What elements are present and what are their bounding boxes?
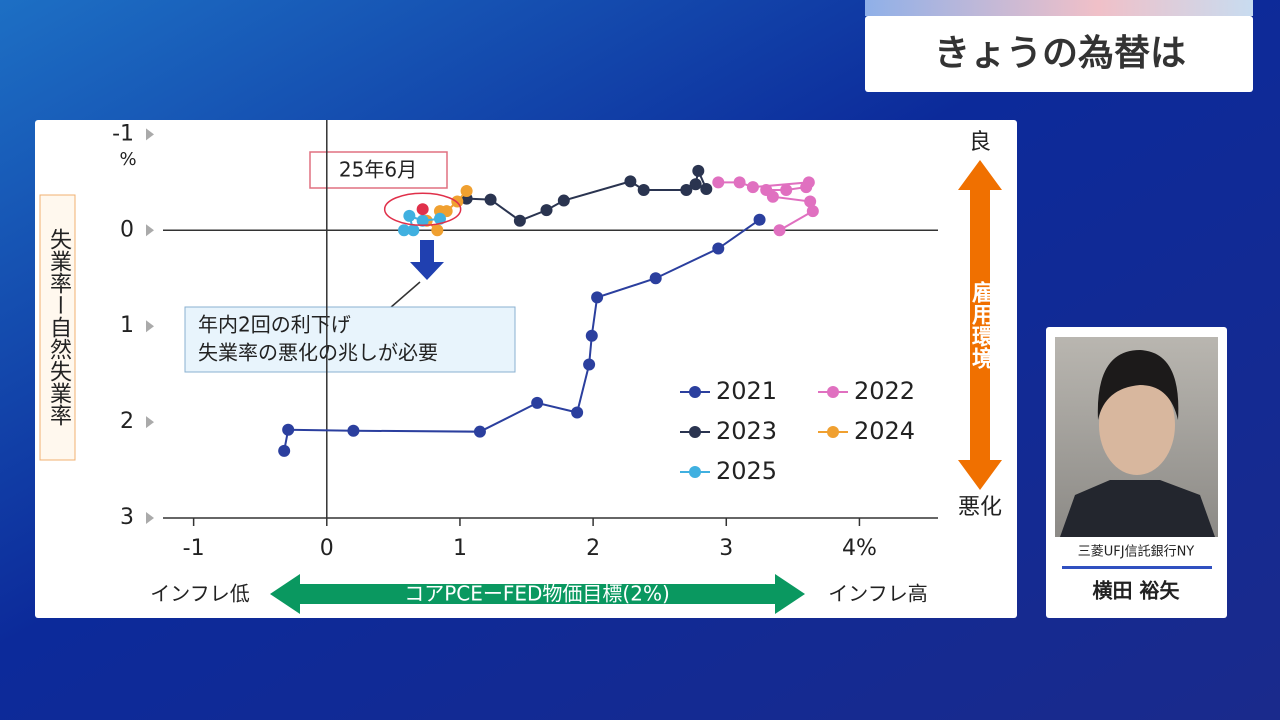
point [484,193,497,206]
point [692,164,705,177]
legend-dot [827,426,839,438]
person-rule [1062,566,1212,569]
x-tick-label: 1 [453,536,467,561]
point [753,213,766,226]
y-tick [146,128,154,141]
legend-label: 2022 [854,377,915,405]
point [571,406,584,419]
y-tick-label: 1 [120,313,134,338]
point [407,224,420,237]
point [802,176,815,189]
point [513,214,526,227]
point [416,214,429,227]
point [282,423,295,436]
point [540,204,553,217]
x-arrow [270,574,805,614]
point [649,272,662,285]
y-label-box [39,194,76,461]
point [460,184,473,197]
photo-hair [1097,350,1179,420]
point [773,224,786,237]
annotation-label: 25年6月 [339,158,417,182]
point [278,444,291,457]
y-tick-label: -1 [112,121,134,146]
point [624,175,637,188]
callout-box [184,306,516,373]
legend-dot [689,386,701,398]
x-tick-label: 2 [586,536,600,561]
point [780,184,793,197]
y-tick-label: 3 [120,505,134,530]
person-company: 三菱UFJ信託銀行NY [1078,544,1195,560]
annotation-ring [383,192,462,226]
point [403,209,416,222]
point [760,184,773,197]
callout-line: 失業率の悪化の兆しが必要 [198,341,438,365]
x-tick-label: -1 [183,536,205,561]
x-tick-label: 0 [320,536,334,561]
x-axis-label: コアPCEーFED物価目標(2%) [404,582,670,606]
legend-label: 2025 [716,457,777,485]
header-box [865,16,1253,92]
point [531,396,544,409]
legend-label: 2024 [854,417,915,445]
y-unit: % [119,149,136,170]
point [700,183,713,196]
point [733,176,746,189]
point [433,212,446,225]
x-right-label: インフレ高 [828,582,927,606]
point [591,291,604,304]
x-tick-label: 4% [842,536,877,561]
photo-body [1060,480,1215,537]
point [398,224,411,237]
point [689,178,702,191]
point [712,242,725,255]
person-name: 横田 裕矢 [1093,579,1181,603]
legend-label: 2021 [716,377,777,405]
y-tick [146,320,154,333]
photo-face [1099,375,1175,475]
point [746,181,759,194]
point [804,195,817,208]
point [680,184,693,197]
y-tick [146,416,154,429]
legend-label: 2023 [716,417,777,445]
down-arrow [410,240,444,280]
y-tick-label: 2 [120,409,134,434]
right-arrow [958,160,1002,490]
y-tick [146,224,154,237]
callout-pointer [389,281,421,309]
x-left-label: インフレ低 [150,582,249,606]
point [712,176,725,189]
point [431,224,444,237]
right-bottom-label: 悪化 [958,495,1002,520]
right-top-label: 良 [969,130,991,155]
point [557,194,570,207]
callout-line: 年内2回の利下げ [198,313,351,337]
x-tick-label: 3 [719,536,733,561]
legend-dot [827,386,839,398]
point [585,329,598,342]
y-tick-label: 0 [120,217,134,242]
legend-dot [689,466,701,478]
point [347,424,360,437]
annotation-point [416,203,429,216]
header-strip [865,0,1253,16]
series-line [283,218,761,452]
point [637,184,650,197]
y-tick [146,512,154,524]
header-title: きょうの為替は [934,33,1186,74]
point [583,358,596,371]
chart-panel [35,120,1017,618]
point [806,205,819,218]
legend-dot [689,426,701,438]
point [473,425,486,438]
right-label: 雇用環境 [968,280,994,370]
annotation-box [309,151,448,189]
y-axis-label: 失業率ー自然失業率 [46,228,72,426]
